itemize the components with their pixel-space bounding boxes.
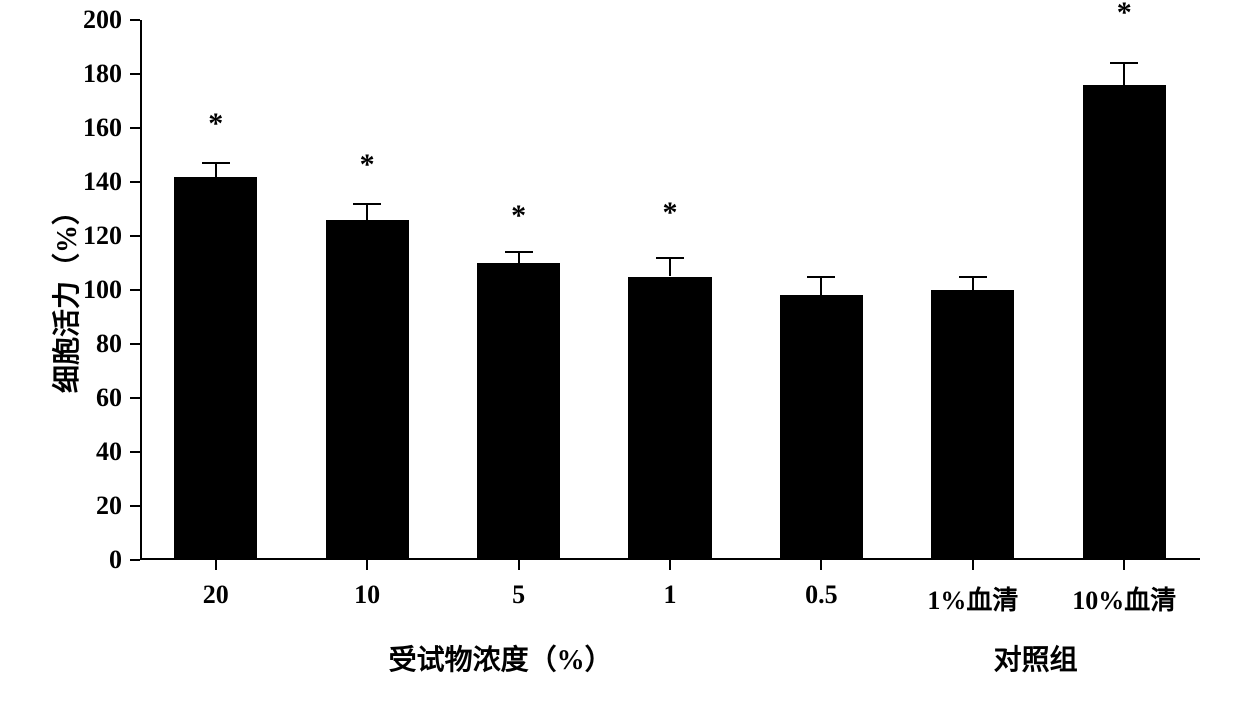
bar <box>780 295 863 560</box>
error-bar-stem <box>1123 63 1125 85</box>
error-bar-stem <box>366 204 368 220</box>
bar <box>477 263 560 560</box>
x-tick-mark <box>1123 560 1125 570</box>
error-bar-stem <box>820 277 822 296</box>
y-tick-label: 100 <box>62 275 122 305</box>
error-bar-stem <box>215 163 217 177</box>
y-tick-label: 200 <box>62 5 122 35</box>
error-bar-stem <box>972 277 974 291</box>
x-tick-label: 10 <box>292 580 442 610</box>
y-tick-mark <box>130 289 140 291</box>
y-tick-label: 180 <box>62 59 122 89</box>
significance-mark: * <box>352 148 382 182</box>
x-axis-label-right: 对照组 <box>994 638 1078 678</box>
x-tick-label: 10%血清 <box>1049 580 1199 617</box>
y-tick-mark <box>130 397 140 399</box>
x-tick-mark <box>669 560 671 570</box>
bar <box>1083 85 1166 560</box>
y-tick-label: 160 <box>62 113 122 143</box>
x-tick-label: 0.5 <box>746 580 896 610</box>
x-tick-mark <box>820 560 822 570</box>
x-tick-label: 20 <box>141 580 291 610</box>
y-tick-label: 120 <box>62 221 122 251</box>
x-tick-mark <box>972 560 974 570</box>
x-tick-label: 5 <box>444 580 594 610</box>
x-axis-label-left: 受试物浓度（%） <box>389 638 613 678</box>
x-tick-label: 1%血清 <box>898 580 1048 617</box>
y-tick-label: 60 <box>62 383 122 413</box>
error-bar-cap <box>656 257 684 259</box>
error-bar-cap <box>1110 62 1138 64</box>
significance-mark: * <box>201 107 231 141</box>
bar <box>628 277 711 561</box>
y-tick-mark <box>130 451 140 453</box>
x-tick-mark <box>518 560 520 570</box>
x-tick-mark <box>366 560 368 570</box>
x-tick-mark <box>215 560 217 570</box>
error-bar-cap <box>353 203 381 205</box>
y-tick-mark <box>130 73 140 75</box>
y-tick-mark <box>130 559 140 561</box>
y-tick-mark <box>130 343 140 345</box>
bar-chart: 细胞活力（%） 受试物浓度（%） 对照组 0204060801001201401… <box>0 0 1240 718</box>
y-tick-label: 20 <box>62 491 122 521</box>
significance-mark: * <box>1109 0 1139 30</box>
y-tick-label: 0 <box>62 545 122 575</box>
x-tick-label: 1 <box>595 580 745 610</box>
y-tick-label: 140 <box>62 167 122 197</box>
error-bar-cap <box>959 276 987 278</box>
y-tick-mark <box>130 505 140 507</box>
error-bar-cap <box>505 251 533 253</box>
y-tick-mark <box>130 181 140 183</box>
error-bar-cap <box>202 162 230 164</box>
y-tick-mark <box>130 127 140 129</box>
significance-mark: * <box>504 199 534 233</box>
significance-mark: * <box>655 196 685 230</box>
error-bar-stem <box>518 252 520 263</box>
bar <box>174 177 257 560</box>
y-tick-mark <box>130 19 140 21</box>
bar <box>931 290 1014 560</box>
bar <box>326 220 409 560</box>
y-tick-mark <box>130 235 140 237</box>
y-tick-label: 40 <box>62 437 122 467</box>
y-tick-label: 80 <box>62 329 122 359</box>
error-bar-cap <box>807 276 835 278</box>
error-bar-stem <box>669 258 671 277</box>
